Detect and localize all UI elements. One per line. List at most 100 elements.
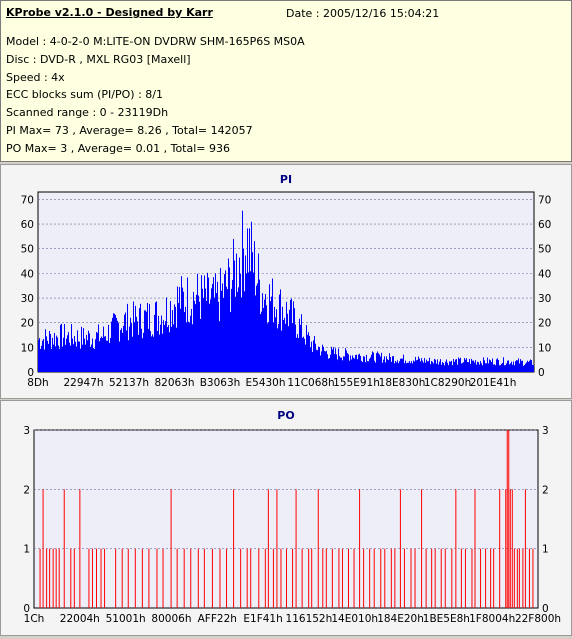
pi-bar (190, 315, 191, 372)
pi-bar (434, 358, 435, 372)
pi-bar (276, 309, 277, 372)
pi-bar (471, 358, 472, 372)
pi-bar (205, 288, 206, 372)
pi-bar (149, 303, 150, 372)
pi-bar (109, 342, 110, 372)
pi-bar (416, 360, 417, 372)
po-chart-panel: PO 0 0 1 1 2 2 3 3 1Ch 22004h 51001h 80006h AFF22h E1F… (0, 400, 572, 636)
pi-bar (56, 335, 57, 372)
pi-bar (148, 328, 149, 372)
pi-bar (196, 294, 197, 372)
pi-bar (472, 360, 473, 372)
pi-bar (287, 313, 288, 372)
pi-bar (306, 325, 307, 372)
pi-bar (292, 322, 293, 372)
pi-bar (200, 318, 201, 372)
pi-bar (74, 336, 75, 372)
y-tick-label-left: 1 (23, 544, 30, 556)
po-stats-line: PO Max= 3 , Average= 0.01 , Total= 936 (6, 142, 230, 155)
pi-bar (157, 330, 158, 372)
pi-bar (298, 338, 299, 372)
y-tick-label-left: 50 (21, 244, 34, 256)
pi-bar (323, 346, 324, 372)
pi-bar (84, 338, 85, 372)
pi-bar (258, 253, 259, 372)
pi-bar (447, 362, 448, 372)
pi-bar (304, 338, 305, 372)
pi-bar (303, 336, 304, 372)
pi-bar (289, 309, 290, 372)
pi-bar (48, 343, 49, 372)
x-tick-label: 22947h (63, 377, 103, 389)
pi-bar (90, 346, 91, 372)
pi-bar (115, 314, 116, 372)
pi-bar (475, 360, 476, 372)
info-panel: KProbe v2.1.0 - Designed by Karr Date : … (0, 0, 572, 162)
pi-bar (385, 362, 386, 372)
pi-bar (436, 363, 437, 372)
pi-bar (345, 348, 346, 372)
pi-bar (215, 273, 216, 372)
pi-bar (368, 361, 369, 372)
pi-bar (353, 357, 354, 372)
pi-bar (518, 358, 519, 372)
pi-bar (478, 362, 479, 372)
pi-bar (55, 346, 56, 372)
pi-bar (427, 361, 428, 372)
pi-bar (349, 360, 350, 372)
pi-bar (117, 320, 118, 372)
pi-bar (174, 304, 175, 372)
pi-bar (344, 356, 345, 372)
pi-bar (401, 358, 402, 372)
pi-bar (89, 333, 90, 372)
pi-bar (524, 365, 525, 372)
pi-bar (71, 324, 72, 372)
pi-bar (244, 291, 245, 372)
pi-bar (192, 324, 193, 372)
pi-bar (72, 338, 73, 372)
pi-bar (487, 357, 488, 372)
pi-bar (284, 317, 285, 372)
pi-bar (396, 362, 397, 372)
pi-bar (95, 339, 96, 372)
pi-bar (299, 318, 300, 372)
pi-bar (301, 314, 302, 372)
pi-bar (373, 352, 374, 372)
pi-bar (151, 336, 152, 372)
pi-bar (208, 277, 209, 372)
pi-bar (271, 296, 272, 372)
x-tick-label: 1C8290h (424, 377, 471, 389)
pi-bar (277, 328, 278, 372)
pi-bar (407, 362, 408, 372)
pi-bar (500, 365, 501, 372)
pi-bar (120, 330, 121, 372)
pi-bar (146, 311, 147, 372)
pi-bar (70, 345, 71, 372)
pi-bar (121, 328, 122, 372)
pi-bar (114, 313, 115, 372)
pi-bar (264, 299, 265, 372)
x-tick-label: 184E20h (377, 613, 424, 625)
pi-bar (357, 359, 358, 372)
pi-bar (374, 360, 375, 372)
pi-bar (206, 300, 207, 372)
pi-bar (490, 360, 491, 372)
pi-bar (231, 288, 232, 372)
pi-bar (509, 364, 510, 372)
pi-bar (464, 357, 465, 372)
pi-bar (97, 332, 98, 372)
pi-bar (207, 272, 208, 372)
pi-bar (198, 295, 199, 372)
pi-bar (152, 334, 153, 372)
x-tick-label: 18E830h (379, 377, 426, 389)
pi-bar (328, 358, 329, 372)
y-tick-label-left: 0 (27, 367, 34, 379)
pi-bar (314, 335, 315, 372)
pi-bar (91, 344, 92, 372)
pi-bar (245, 255, 246, 372)
pi-bar (144, 310, 145, 372)
pi-bar (136, 316, 137, 372)
y-tick-label-right: 30 (538, 293, 551, 305)
pi-bar (119, 341, 120, 372)
pi-bar (78, 341, 79, 372)
